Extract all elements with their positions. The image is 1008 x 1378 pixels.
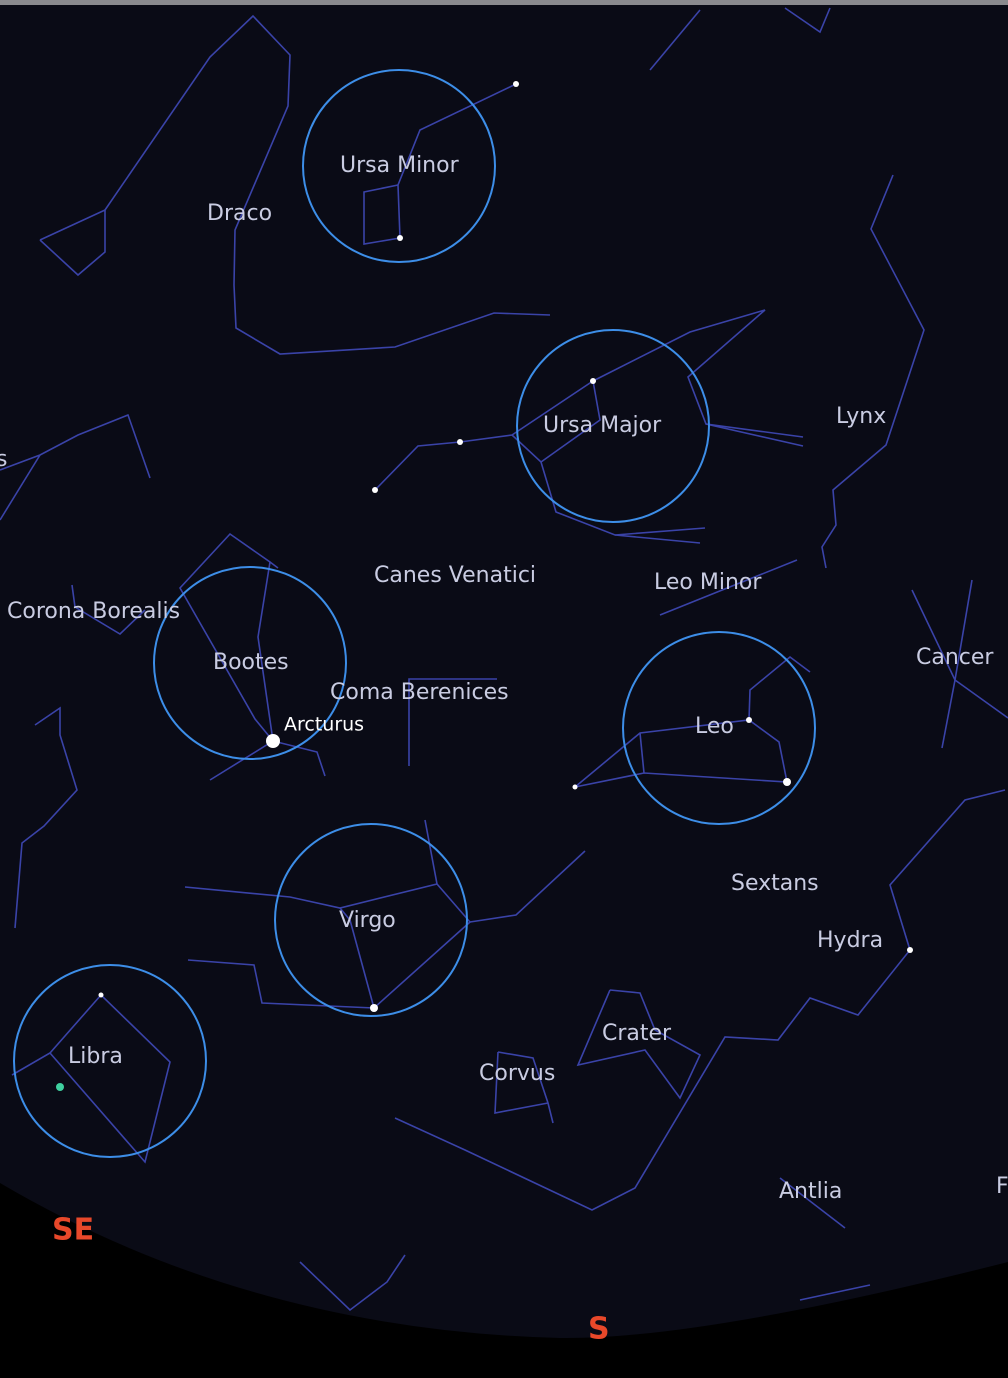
constellation-label: Antlia [779,1179,842,1204]
constellation-label: Libra [68,1044,123,1069]
constellation-label: Bootes [213,650,289,675]
constellation-label: Corona Borealis [7,599,180,624]
constellation-label: Canes Venatici [374,563,536,588]
edge-label: F [996,1174,1008,1199]
constellation-label: Virgo [339,908,396,933]
constellation-label: Coma Berenices [330,680,509,705]
constellation-label: Crater [602,1021,672,1046]
constellation-label: Hydra [817,928,883,953]
constellation-label: Sextans [731,871,819,896]
constellation-label: Draco [207,201,272,226]
constellation-label: Lynx [836,404,886,429]
constellation-label: Corvus [479,1061,555,1086]
constellation-label: Ursa Major [543,413,662,438]
sky-map: Ursa Minor Draco Ursa Major Lynx Canes Venat… [0,0,1008,1378]
constellation-label: Cancer [916,645,994,670]
edge-label: s [0,447,7,472]
star-label: Arcturus [284,714,364,736]
constellation-label: Ursa Minor [340,153,460,178]
constellation-label: Leo Minor [654,570,762,595]
top-bar [0,0,1008,5]
direction-label: S [588,1312,610,1347]
direction-label: SE [52,1213,94,1248]
constellation-label: Leo [695,714,734,739]
